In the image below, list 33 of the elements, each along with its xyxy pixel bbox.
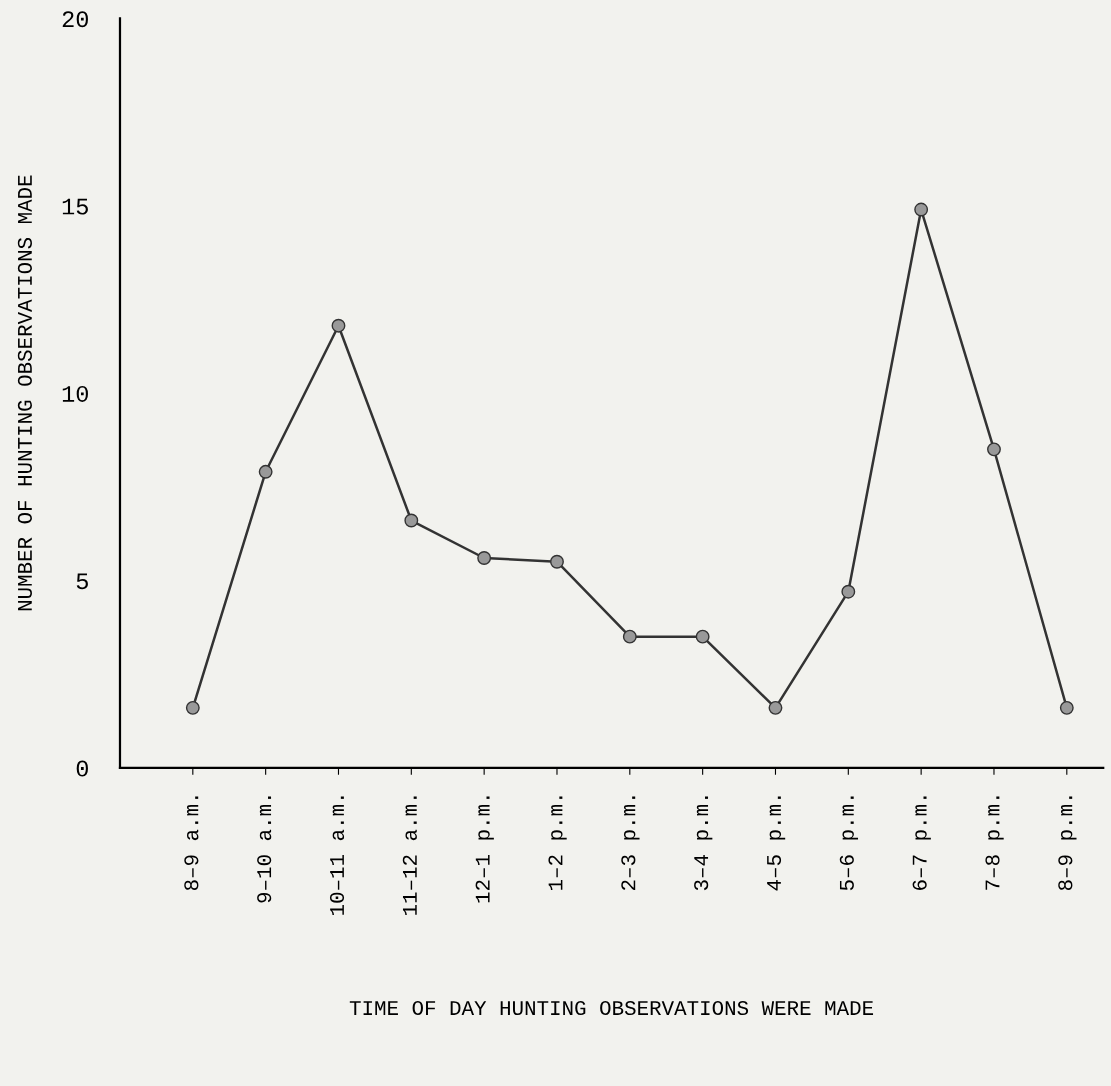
x-tick-label: 6–7 p.m. bbox=[912, 796, 931, 890]
x-tick-label: 7–8 p.m. bbox=[985, 796, 1004, 890]
point bbox=[622, 629, 637, 644]
x-tick-label: 3–4 p.m. bbox=[694, 796, 713, 891]
point bbox=[477, 551, 492, 565]
x-tick-label: 5–6 p.m. bbox=[839, 796, 859, 891]
point bbox=[331, 318, 346, 333]
point bbox=[987, 442, 1001, 457]
x-tick-label: 8–9 a.m. bbox=[184, 796, 199, 891]
x-tick-label: 10–11 a.m. bbox=[329, 796, 345, 915]
point bbox=[841, 584, 856, 599]
point bbox=[1059, 700, 1074, 715]
x-tick-label: 11–12 a.m. bbox=[402, 796, 417, 915]
point bbox=[258, 464, 273, 479]
y-axis-title: NUMBER OF HUNTING OBSERVATIONS MADE bbox=[17, 175, 32, 611]
x-tick-label: 4–5 p.m. bbox=[767, 796, 786, 891]
x-tick-label: 1–2 p.m. bbox=[548, 796, 567, 890]
y-tick-label: 20 bbox=[62, 11, 88, 28]
point bbox=[695, 629, 710, 644]
x-axis-title: TIME OF DAY HUNTING OBSERVATIONS WERE MADE bbox=[349, 1000, 874, 1016]
x-tick-label: 8–9 p.m. bbox=[1058, 796, 1077, 891]
point bbox=[550, 554, 564, 569]
point bbox=[914, 202, 929, 217]
point bbox=[404, 513, 419, 528]
y-tick-label: 0 bbox=[76, 760, 88, 777]
x-tick-label: 9–10 a.m. bbox=[257, 796, 272, 903]
x-tick-label: 12–1 p.m. bbox=[475, 796, 494, 903]
y-tick-label: 10 bbox=[62, 385, 88, 402]
y-tick-label: 15 bbox=[62, 198, 88, 215]
point bbox=[768, 700, 783, 715]
x-tick-label: 2–3 p.m. bbox=[621, 796, 640, 890]
y-tick-label: 5 bbox=[76, 573, 88, 590]
point bbox=[185, 700, 200, 715]
